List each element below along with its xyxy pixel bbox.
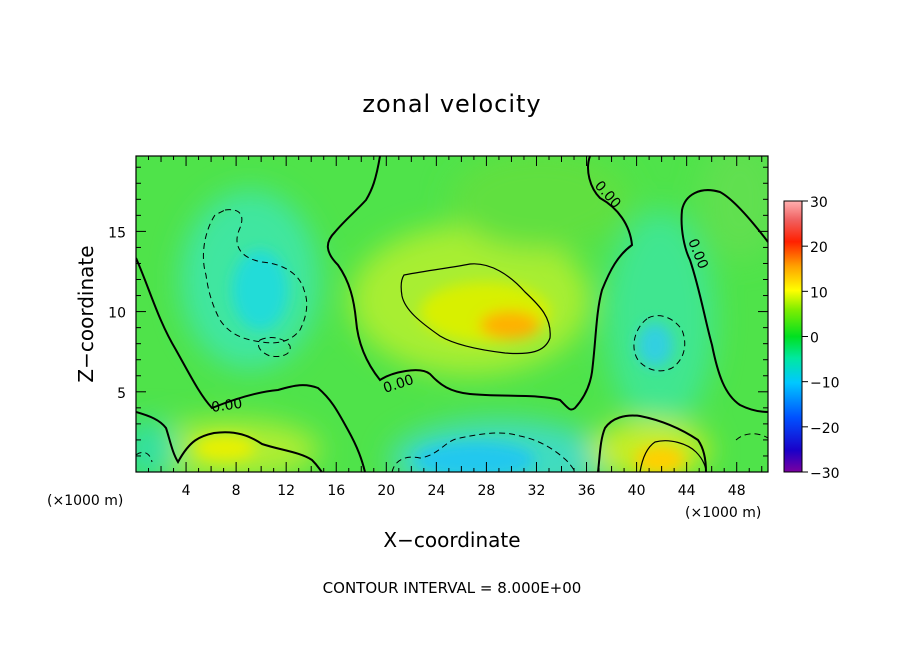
y-tick-label: 5 xyxy=(117,386,126,402)
plot-frame xyxy=(135,155,769,473)
x-tick-label: 4 xyxy=(182,483,191,499)
contour-interval-note: CONTOUR INTERVAL = 8.000E+00 xyxy=(323,579,582,597)
x-axis: 4 8 12 16 20 24 28 32 36 40 44 48 xyxy=(148,156,763,499)
contours xyxy=(136,156,768,472)
negative-contour-right xyxy=(633,315,686,372)
y-tick-label: 15 xyxy=(108,225,126,241)
zero-contour-center xyxy=(326,156,634,411)
x-tick-label: 48 xyxy=(728,483,746,499)
x-axis-title: X−coordinate xyxy=(383,528,520,552)
x-tick-label: 28 xyxy=(478,483,496,499)
x-unit-right: (×1000 m) xyxy=(685,505,761,521)
x-tick-label: 36 xyxy=(578,483,596,499)
heatmap-field xyxy=(136,156,768,472)
x-unit-left: (×1000 m) xyxy=(47,493,123,509)
positive-contour-bottom xyxy=(639,440,707,472)
negative-contour-left xyxy=(202,209,308,344)
colorbar-tick-label: −10 xyxy=(810,376,840,392)
negative-contour-small-left xyxy=(257,337,291,357)
colorbar-ticks: 30 20 10 0 −10 −20 −30 xyxy=(802,195,840,482)
x-tick-label: 12 xyxy=(277,483,295,499)
colorbar-tick-label: 20 xyxy=(810,240,828,256)
zero-contour-right xyxy=(680,189,768,413)
colorbar-tick-label: −30 xyxy=(810,466,840,482)
negative-contour-corner xyxy=(735,433,768,441)
x-tick-label: 16 xyxy=(327,483,345,499)
chart-title: zonal velocity xyxy=(362,90,541,118)
x-tick-label: 24 xyxy=(427,483,445,499)
zero-contour-bottom-left xyxy=(136,411,323,472)
zero-contour-bottom-right xyxy=(597,414,707,472)
zero-contour-left xyxy=(136,257,366,472)
positive-contour-center xyxy=(400,263,551,355)
y-tick-label: 10 xyxy=(108,306,126,322)
colorbar-tick-label: 30 xyxy=(810,195,828,211)
x-tick-label: 32 xyxy=(528,483,546,499)
negative-contour-bottom xyxy=(391,432,576,472)
x-tick-label: 40 xyxy=(628,483,646,499)
y-axis: 5 10 15 xyxy=(108,166,768,457)
contour-label: 0.00 xyxy=(210,396,243,416)
x-tick-label: 8 xyxy=(232,483,241,499)
x-tick-label: 44 xyxy=(678,483,696,499)
x-tick-label: 20 xyxy=(377,483,395,499)
colorbar-tick-label: −20 xyxy=(810,421,840,437)
colorbar-tick-label: 0 xyxy=(810,331,819,347)
colorbar-tick-label: 10 xyxy=(810,285,828,301)
y-axis-title: Z−coordinate xyxy=(74,245,98,382)
negative-contour-corner-left xyxy=(136,451,153,463)
colorbar xyxy=(783,200,803,473)
